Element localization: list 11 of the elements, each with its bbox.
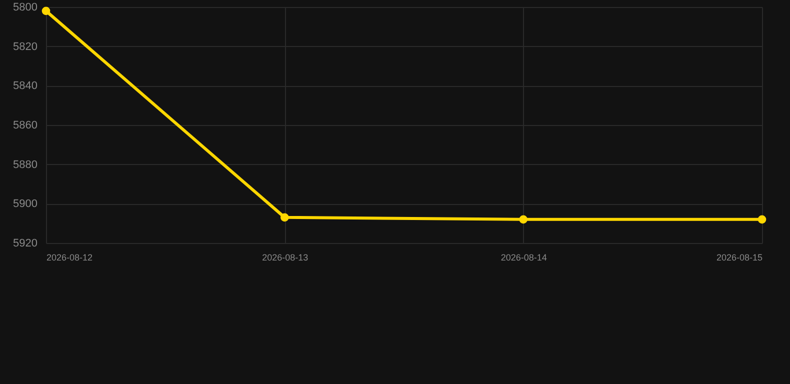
y-tick-label: 5920	[13, 238, 38, 250]
y-tick-label: 5860	[13, 120, 38, 132]
y-tick-label: 5800	[13, 2, 38, 14]
x-tick-label: 2026-08-13	[262, 252, 308, 262]
y-tick-label: 5880	[13, 158, 38, 171]
y-tick-label: 5900	[13, 198, 38, 210]
y-tick-label: 5820	[13, 40, 38, 53]
y-tick-label: 5840	[13, 80, 38, 92]
x-tick-label: 2026-08-15	[716, 252, 762, 262]
x-tick-label: 2026-08-12	[46, 252, 93, 262]
x-tick-label: 2026-08-14	[500, 252, 547, 262]
